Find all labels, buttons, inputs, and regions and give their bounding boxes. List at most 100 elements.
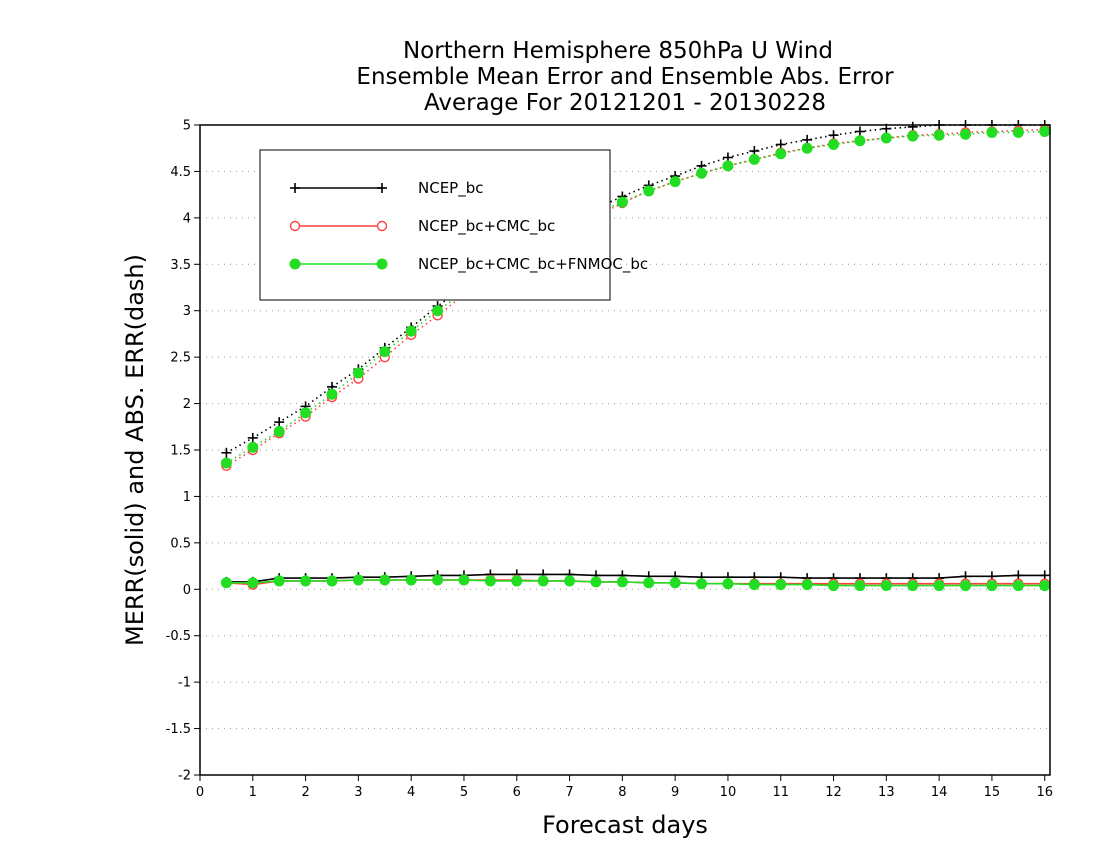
- merr-point-series-2: [405, 574, 417, 586]
- y-tick-label: 4.5: [170, 165, 191, 180]
- merr-point-series-2: [933, 580, 945, 592]
- y-tick-label: 3: [183, 304, 191, 319]
- y-tick-label: 3.5: [170, 258, 191, 273]
- merr-point-series-2: [748, 579, 760, 591]
- merr-point-series-2: [484, 575, 496, 587]
- abs-err-point-series-2: [907, 130, 919, 142]
- abs-err-point-series-2: [722, 160, 734, 172]
- abs-err-point-series-2: [405, 325, 417, 337]
- x-tick-label: 11: [772, 785, 789, 800]
- abs-err-point-series-2: [828, 139, 840, 150]
- merr-point-series-2: [247, 577, 259, 589]
- y-tick-label: 1.5: [170, 444, 191, 459]
- x-tick-label: 12: [825, 785, 842, 800]
- legend-marker-series-0: [377, 183, 387, 193]
- merr-point-series-2: [379, 574, 391, 586]
- merr-point-series-2: [722, 578, 734, 590]
- title-line-2: Ensemble Mean Error and Ensemble Abs. Er…: [356, 64, 894, 90]
- legend-marker-series-0: [290, 183, 300, 193]
- x-tick-label: 0: [196, 785, 204, 800]
- y-tick-label: -1: [178, 676, 191, 691]
- legend-marker-series-1: [376, 220, 388, 232]
- y-axis-label: MERR(solid) and ABS. ERR(dash): [121, 254, 149, 646]
- abs-err-point-series-2: [1012, 126, 1024, 138]
- y-tick-label: -2: [178, 769, 191, 784]
- merr-point-series-2: [432, 574, 444, 586]
- merr-point-series-2: [352, 574, 364, 586]
- merr-point-series-2: [616, 576, 628, 588]
- abs-err-point-series-2: [933, 129, 945, 141]
- abs-err-line-series-1: [225, 128, 1045, 467]
- grid-lines: [200, 170, 1050, 730]
- x-tick-label: 8: [618, 785, 626, 800]
- merr-point-series-2: [273, 575, 285, 587]
- abs-err-point-series-2: [220, 457, 232, 469]
- abs-err-point-series-2: [986, 126, 998, 138]
- y-tick-label: 4: [183, 211, 191, 226]
- abs-err-point-series-2: [352, 367, 364, 379]
- title-line-1: Northern Hemisphere 850hPa U Wind: [403, 38, 833, 64]
- abs-err-point-series-2: [379, 346, 391, 358]
- merr-point-series-2: [880, 580, 892, 592]
- abs-err-point-series-2: [669, 176, 681, 188]
- abs-err-point-series-2: [273, 425, 285, 437]
- abs-err-point-series-0: [221, 447, 232, 458]
- abs-err-point-series-0: [247, 432, 258, 443]
- merr-point-series-2: [986, 580, 998, 592]
- abs-err-point-series-2: [1039, 126, 1051, 137]
- chart-title: Northern Hemisphere 850hPa U Wind Ensemb…: [356, 38, 894, 116]
- y-tick-label: -0.5: [166, 629, 191, 644]
- merr-point-series-2: [300, 575, 312, 587]
- x-tick-label: 10: [720, 785, 737, 800]
- y-tick-label: -1.5: [166, 722, 191, 737]
- abs-err-point-series-2: [748, 153, 760, 165]
- merr-point-series-2: [1039, 580, 1051, 592]
- legend-marker-series-2: [289, 258, 301, 270]
- y-tick-label: 2.5: [170, 351, 191, 366]
- legend-marker-series-2: [376, 258, 388, 270]
- abs-err-point-series-2: [775, 148, 787, 160]
- abs-err-point-series-2: [616, 196, 628, 208]
- merr-point-series-2: [1012, 580, 1024, 592]
- x-axis-label: Forecast days: [542, 811, 708, 839]
- merr-point-series-2: [458, 574, 470, 586]
- merr-line-series-2: [226, 579, 1045, 587]
- abs-err-point-series-2: [854, 135, 866, 147]
- abs-err-point-series-2: [960, 128, 972, 140]
- merr-point-series-2: [669, 577, 681, 589]
- merr-point-series-2: [828, 580, 840, 592]
- merr-point-series-2: [564, 575, 576, 587]
- abs-err-point-series-0: [274, 417, 285, 428]
- x-tick-label: 1: [249, 785, 257, 800]
- legend: NCEP_bc NCEP_bc+CMC_bc NCEP_bc+CMC_bc+FNMO…: [259, 149, 648, 301]
- x-tick-label: 6: [513, 785, 521, 800]
- merr-point-series-2: [775, 579, 787, 591]
- abs-err-point-series-2: [880, 132, 892, 144]
- merr-point-series-2: [907, 580, 919, 592]
- axis-ticks: -2-1.5-1-0.500.511.522.533.544.550 1 2 3 4 5 6…: [166, 119, 1053, 801]
- merr-point-series-2: [220, 577, 232, 589]
- abs-err-point-series-0: [854, 126, 865, 137]
- merr-point-series-2: [854, 580, 866, 592]
- x-tick-label: 3: [354, 785, 362, 800]
- merr-point-series-2: [801, 579, 813, 591]
- abs-err-point-series-2: [326, 388, 338, 400]
- y-tick-label: 2: [183, 397, 191, 412]
- x-tick-label: 5: [460, 785, 468, 800]
- y-tick-label: 5: [183, 119, 191, 134]
- merr-point-series-2: [960, 580, 972, 592]
- abs-err-point-series-2: [696, 167, 708, 179]
- y-tick-label: 0.5: [170, 536, 191, 551]
- merr-point-series-2: [696, 578, 708, 590]
- legend-label-series-2: NCEP_bc+CMC_bc+FNMOC_bc: [418, 255, 648, 274]
- legend-label-series-1: NCEP_bc+CMC_bc: [418, 217, 555, 236]
- merr-point-series-2: [643, 577, 655, 589]
- merr-point-series-2: [511, 575, 523, 587]
- y-tick-label: 0: [183, 583, 191, 598]
- x-tick-label: 13: [878, 785, 895, 800]
- abs-err-point-series-2: [300, 407, 312, 419]
- x-tick-label: 9: [671, 785, 679, 800]
- title-line-3: Average For 20121201 - 20130228: [424, 90, 826, 116]
